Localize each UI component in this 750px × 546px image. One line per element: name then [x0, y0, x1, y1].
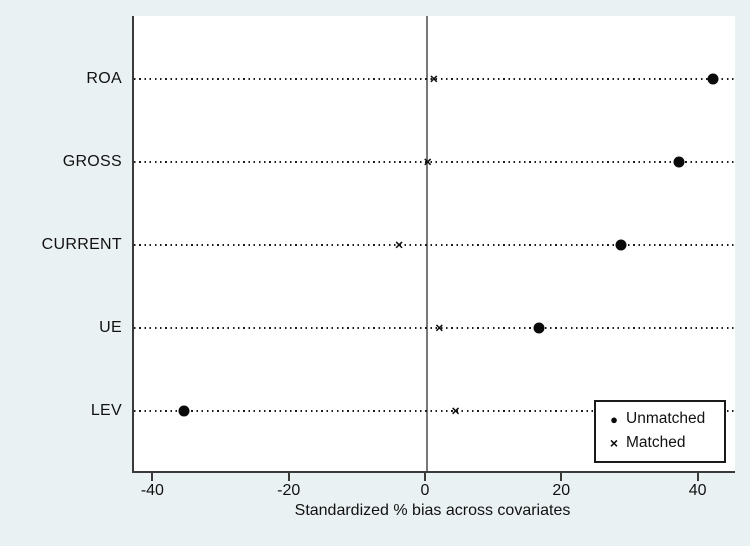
dotted-gridline-roa	[134, 77, 735, 80]
x-tick-label--40: -40	[140, 482, 164, 499]
data-point-unmatched-lev	[178, 405, 190, 417]
y-axis-label-current: CURRENT	[41, 235, 122, 253]
data-point-unmatched-roa	[707, 73, 719, 85]
x-tick-mark--20	[287, 473, 290, 481]
legend-item-label: Unmatched	[626, 410, 706, 427]
dotted-gridline-current	[134, 243, 735, 246]
data-point-unmatched-gross	[673, 156, 685, 168]
x-tick-mark-0	[424, 473, 426, 481]
legend-item-label: Matched	[626, 434, 686, 451]
legend: ● Unmatched × Matched	[594, 400, 726, 463]
x-tick-label-0: 0	[420, 482, 430, 499]
circle-marker-icon: ●	[610, 411, 618, 427]
x-tick-label--20: -20	[277, 482, 301, 499]
x-tick-mark-20	[560, 473, 563, 481]
data-point-matched-current: ×	[395, 236, 404, 253]
dotted-gridline-lev	[134, 409, 735, 412]
x-axis-title: Standardized % bias across covariates	[294, 502, 571, 519]
x-tick-mark-40	[696, 473, 699, 481]
y-axis-label-roa: ROA	[86, 69, 122, 87]
y-axis-label-lev: LEV	[90, 401, 122, 419]
data-point-matched-ue: ×	[435, 319, 444, 336]
x-tick-mark--40	[151, 473, 154, 481]
x-tick-label-20: 20	[552, 482, 571, 499]
y-axis-label-gross: GROSS	[62, 152, 122, 170]
x-marker-icon: ×	[609, 435, 619, 451]
data-point-matched-roa: ×	[429, 70, 438, 87]
zero-reference-line	[426, 16, 428, 471]
data-point-matched-gross: ×	[423, 153, 432, 170]
plot-area: × × × × × ● Unmatched × Matched	[132, 16, 735, 473]
y-axis-label-ue: UE	[99, 318, 122, 336]
data-point-unmatched-current	[615, 239, 626, 251]
legend-item-matched: × Matched	[604, 431, 724, 455]
dotted-gridline-ue	[134, 326, 735, 329]
x-tick-label-40: 40	[688, 482, 707, 499]
dotted-gridline-gross	[134, 160, 735, 163]
data-point-unmatched-ue	[533, 322, 545, 334]
legend-item-unmatched: ● Unmatched	[604, 407, 724, 431]
data-point-matched-lev: ×	[451, 402, 460, 419]
